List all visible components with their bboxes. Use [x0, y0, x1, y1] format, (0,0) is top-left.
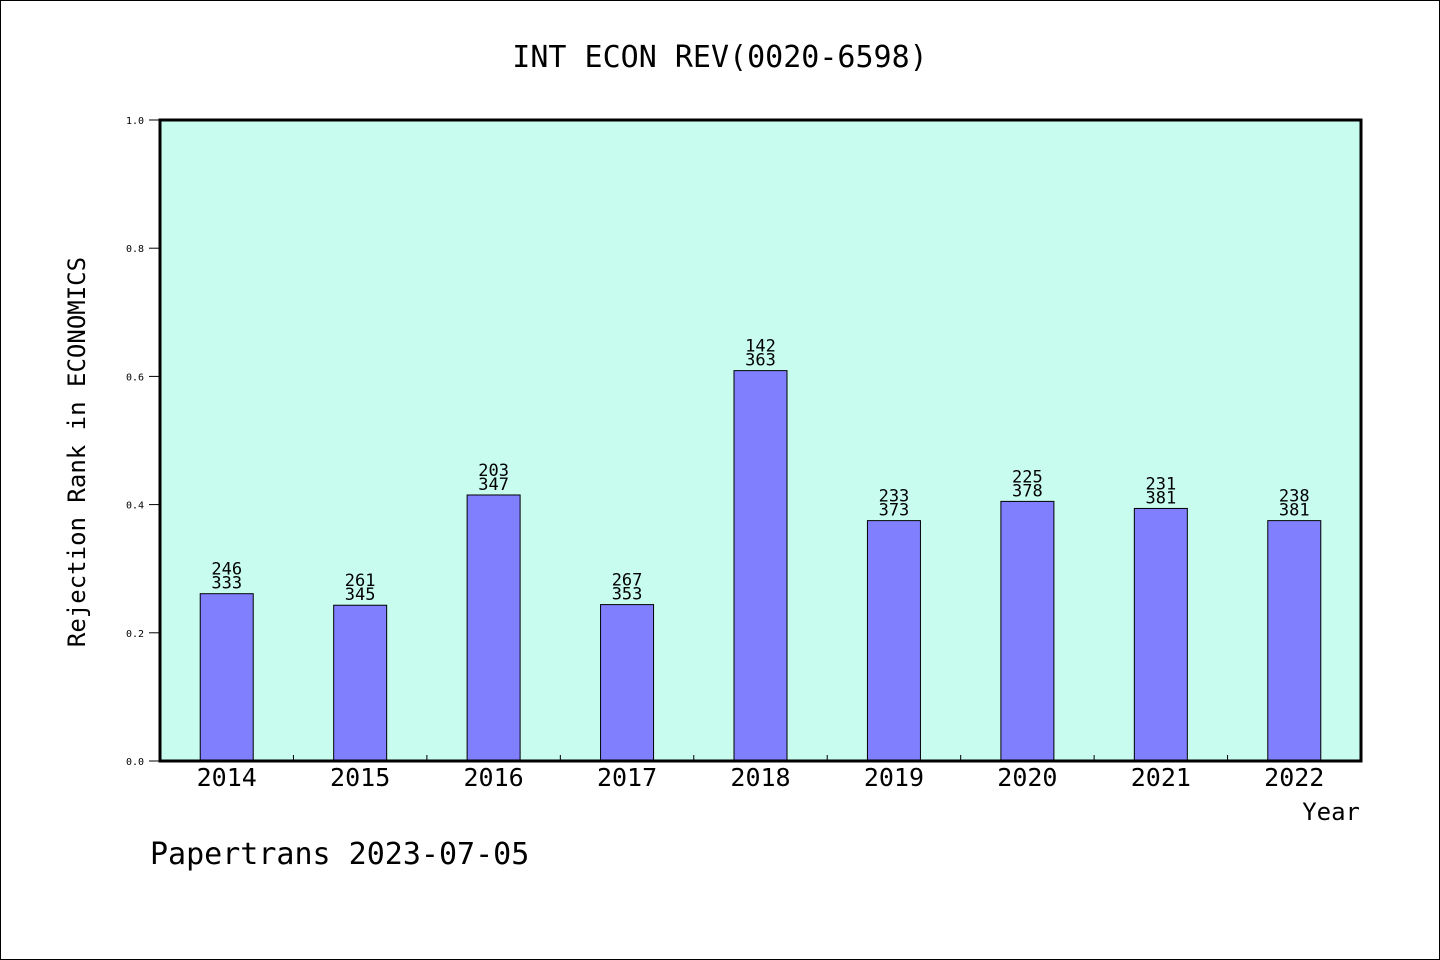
y-tick-label: 0.2	[126, 629, 144, 640]
x-tick-label-2017: 2017	[597, 763, 657, 792]
chart-title: INT ECON REV(0020-6598)	[512, 40, 927, 75]
y-axis-label: Rejection Rank in ECONOMICS	[63, 257, 91, 647]
bar-2014	[199, 593, 254, 762]
bar-2021	[1133, 507, 1188, 762]
x-axis-label: Year	[1302, 798, 1360, 826]
bar-label-top-2016: 203	[478, 461, 509, 481]
y-tick-label: 0.6	[126, 372, 144, 383]
y-tick-label: 1.0	[126, 116, 144, 127]
y-tick-label: 0.8	[126, 244, 144, 255]
x-tick-label-2021: 2021	[1131, 763, 1191, 792]
x-tick-label-2018: 2018	[730, 763, 790, 792]
bar-label-top-2014: 246	[211, 560, 242, 580]
bar-label-top-2017: 267	[612, 571, 643, 591]
bar-label-top-2020: 225	[1012, 467, 1043, 487]
bar-label-bottom-2016: 347	[478, 475, 509, 495]
bar-label-bottom-2014: 333	[211, 574, 242, 594]
bar-label-top-2021: 231	[1145, 474, 1176, 494]
y-tick-label: 0.0	[126, 757, 144, 768]
y-tick-label: 0.4	[126, 501, 144, 512]
x-tick-label-2014: 2014	[197, 763, 257, 792]
bar-2022	[1267, 520, 1322, 762]
bar-2018	[733, 370, 788, 762]
plot-border	[158, 118, 1363, 763]
bar-label-bottom-2021: 381	[1145, 488, 1176, 508]
bar-label-top-2015: 261	[345, 571, 376, 591]
bars	[199, 370, 1322, 762]
bar-2015	[333, 604, 388, 762]
bar-label-bottom-2017: 353	[612, 585, 643, 605]
x-tick-label-2020: 2020	[997, 763, 1057, 792]
bar-label-top-2018: 142	[745, 337, 776, 357]
bar-label-bottom-2018: 363	[745, 351, 776, 371]
bar-label-bottom-2015: 345	[345, 585, 376, 605]
x-tick-label-2015: 2015	[330, 763, 390, 792]
bar-label-top-2022: 238	[1279, 487, 1310, 507]
x-tick-label-2022: 2022	[1264, 763, 1324, 792]
bar-2020	[1000, 500, 1055, 762]
watermark-text: Papertrans 2023-07-05	[150, 837, 529, 872]
x-tick-label-2019: 2019	[864, 763, 924, 792]
x-axis: 2014 2015 2016 2017 2018 2019 2020 2021 2022	[197, 755, 1324, 792]
bar-2017	[600, 604, 655, 762]
bar-label-bottom-2022: 381	[1279, 501, 1310, 521]
bar-2019	[866, 520, 921, 762]
bar-label-bottom-2020: 378	[1012, 481, 1043, 501]
y-axis: 0.0 0.2 0.4 0.6 0.8 1.0	[126, 116, 160, 768]
bar-2016	[466, 494, 521, 762]
bar-label-bottom-2019: 373	[879, 501, 910, 521]
bar-label-top-2019: 233	[879, 487, 910, 507]
x-tick-label-2016: 2016	[464, 763, 524, 792]
